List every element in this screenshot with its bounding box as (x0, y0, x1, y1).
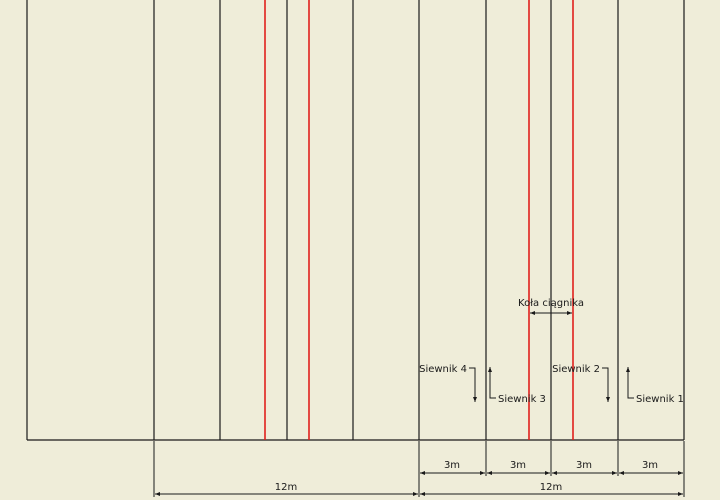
spreader-3-leader (488, 367, 496, 399)
dimension-label: 12m (540, 482, 562, 493)
dimension-label: 3m (642, 460, 658, 471)
tractor-wheels-label: Koła ciągnika (518, 298, 584, 309)
spreader-4-leader (469, 367, 477, 402)
dimension-label: 3m (444, 460, 460, 471)
spreader-2-leader (602, 367, 610, 402)
spreader-3-label: Siewnik 3 (498, 394, 546, 405)
spreader-1-leader (626, 367, 634, 399)
dimension-label: 3m (510, 460, 526, 471)
dimension-label: 3m (576, 460, 592, 471)
spreader-1-label: Siewnik 1 (636, 394, 684, 405)
spreader-2-label: Siewnik 2 (552, 364, 600, 375)
dimension-label: 12m (275, 482, 297, 493)
spreader-4-label: Siewnik 4 (419, 364, 467, 375)
